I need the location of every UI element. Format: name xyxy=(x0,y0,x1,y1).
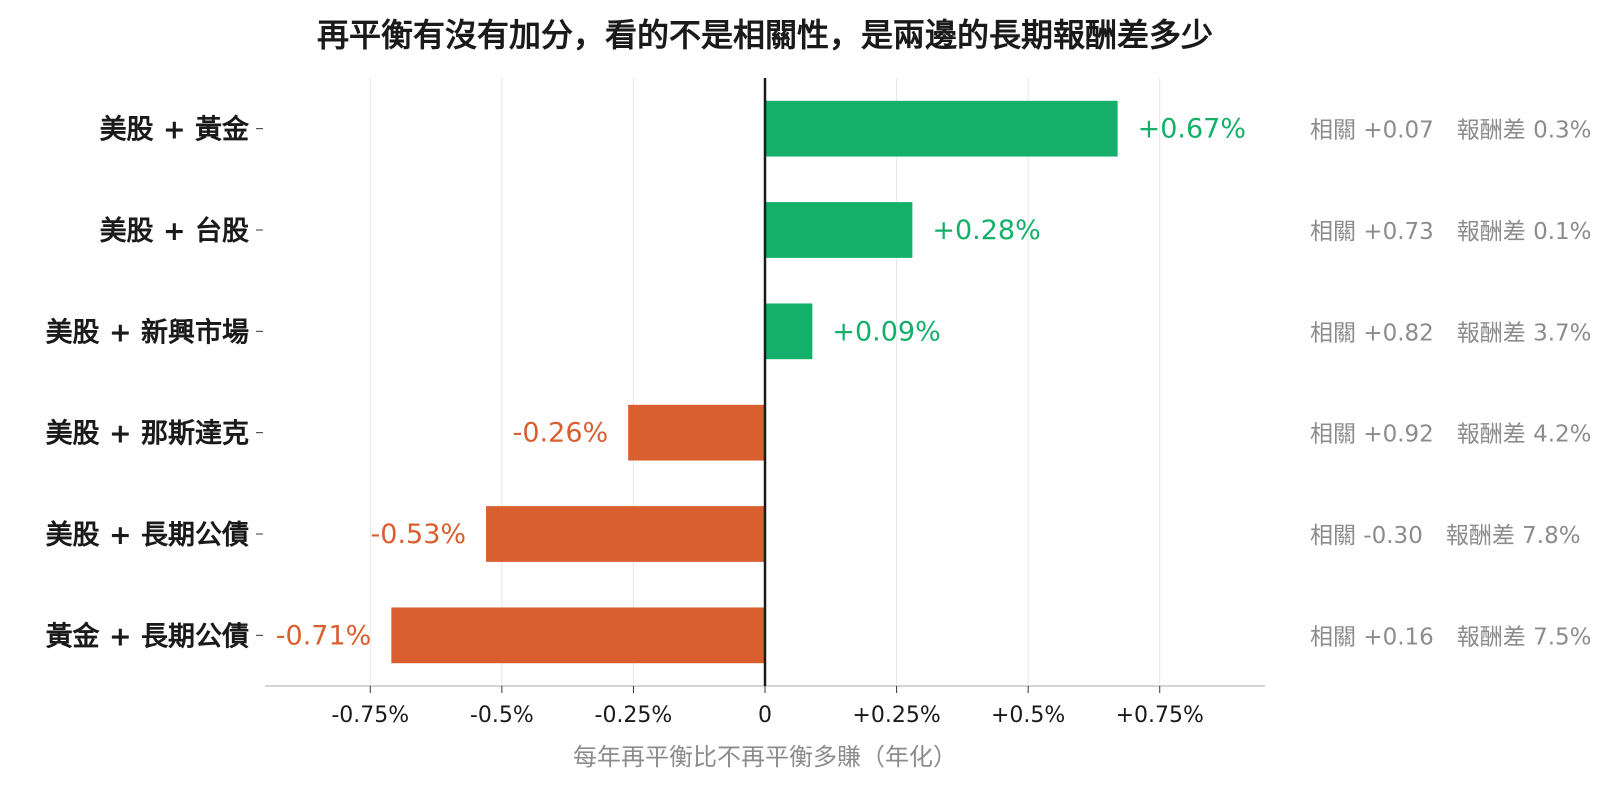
axes: -0.75% -0.5% -0.25% 0 +0.25% +0.5% +0.75% 美股 + … xyxy=(46,78,1265,728)
x-tick-label: -0.75% xyxy=(331,703,409,728)
bar-value-label: -0.53% xyxy=(371,519,467,550)
row-annotation: 相關 +0.73 報酬差 0.1% xyxy=(1310,219,1592,245)
category-label: 美股 + 長期公債 xyxy=(46,519,249,551)
category-label: 黃金 + 長期公債 xyxy=(46,620,249,652)
row-annotation: 相關 +0.16 報酬差 7.5% xyxy=(1310,624,1592,650)
x-axis-label: 每年再平衡比不再平衡多賺（年化） xyxy=(573,743,957,771)
bar-value-label: -0.71% xyxy=(276,620,372,651)
bar xyxy=(628,404,765,461)
bar xyxy=(765,100,1118,157)
category-label: 美股 + 新興市場 xyxy=(46,316,249,348)
labels: +0.67% 相關 +0.07 報酬差 0.3% +0.28% 相關 +0.73 報酬… xyxy=(276,114,1592,652)
row-annotation: 相關 +0.82 報酬差 3.7% xyxy=(1310,320,1592,346)
bar xyxy=(486,506,765,562)
x-tick-label: +0.25% xyxy=(852,703,940,728)
bar xyxy=(391,607,765,664)
bar-value-label: -0.26% xyxy=(513,418,609,449)
category-label: 美股 + 那斯達克 xyxy=(46,418,249,450)
bar-value-label: +0.28% xyxy=(932,215,1040,246)
x-tick-label: 0 xyxy=(758,703,772,728)
x-tick-label: -0.5% xyxy=(470,703,534,728)
bar-value-label: +0.09% xyxy=(832,316,940,347)
x-tick-label: +0.75% xyxy=(1116,703,1204,728)
x-tick-label: -0.25% xyxy=(595,703,673,728)
category-label: 美股 + 黃金 xyxy=(100,114,250,146)
row-annotation: 相關 +0.92 報酬差 4.2% xyxy=(1310,422,1592,448)
chart-title: 再平衡有沒有加分，看的不是相關性，是兩邊的長期報酬差多少 xyxy=(317,16,1213,54)
category-label: 美股 + 台股 xyxy=(100,215,249,247)
bars xyxy=(391,100,1118,664)
bar xyxy=(765,303,813,360)
grid-lines xyxy=(369,78,1161,686)
row-annotation: 相關 -0.30 報酬差 7.8% xyxy=(1310,523,1581,549)
bar xyxy=(765,202,913,258)
x-tick-label: +0.5% xyxy=(991,703,1065,728)
row-annotation: 相關 +0.07 報酬差 0.3% xyxy=(1310,118,1592,144)
bar-value-label: +0.67% xyxy=(1138,114,1246,145)
